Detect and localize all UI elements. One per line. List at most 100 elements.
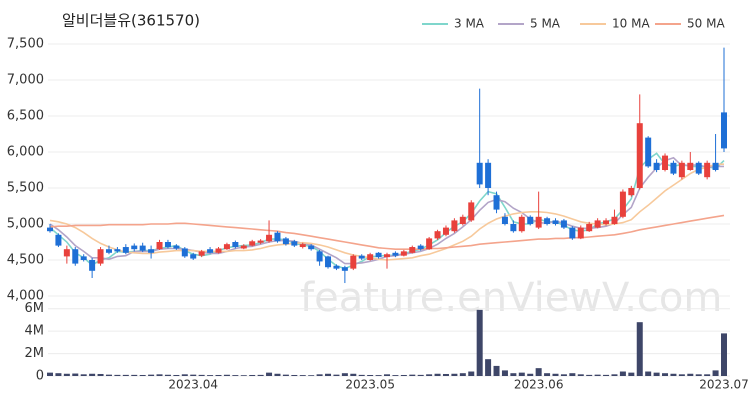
candle-body	[63, 249, 70, 257]
volume-tick-label: 4M	[25, 324, 45, 339]
volume-bar	[552, 373, 559, 376]
volume-bar	[198, 374, 205, 376]
volume-bar	[721, 333, 727, 376]
volume-bar	[628, 372, 635, 376]
volume-bar	[468, 371, 475, 376]
volume-bar	[139, 374, 146, 376]
volume-bar	[619, 371, 626, 376]
candle-body	[341, 267, 348, 271]
volume-bar	[173, 374, 180, 376]
candle-body	[114, 249, 121, 252]
volume-bar	[316, 374, 323, 376]
candle-body	[493, 195, 500, 210]
volume-bar	[266, 372, 273, 376]
candle-body	[266, 234, 273, 242]
volume-bar	[148, 374, 155, 376]
ma-line	[49, 214, 725, 250]
volume-bar	[223, 374, 230, 376]
candle-body	[325, 256, 332, 268]
candle-body	[417, 245, 424, 250]
candle-body	[72, 249, 79, 264]
volume-bar	[459, 373, 466, 376]
candle-body	[173, 245, 180, 249]
candle-body	[308, 245, 315, 250]
volume-bar	[89, 373, 96, 376]
volume-bar	[611, 374, 618, 376]
volume-bar	[55, 373, 62, 376]
x-tick-label: 2023.04	[168, 378, 218, 392]
candle-body	[164, 242, 171, 248]
legend-label: 10 MA	[612, 17, 650, 31]
volume-bar	[645, 371, 652, 376]
volume-bar	[476, 309, 483, 376]
candle-body	[426, 238, 433, 250]
candle-body	[316, 251, 323, 262]
volume-bar	[409, 374, 416, 376]
candle-body	[653, 162, 660, 170]
x-tick-label: 2023.07	[699, 378, 749, 392]
candle-body	[712, 162, 719, 170]
legend-label: 5 MA	[530, 17, 561, 31]
y-tick-label: 6,500	[7, 109, 44, 124]
volume-bar	[442, 373, 449, 376]
candle-body	[687, 162, 694, 170]
volume-bar	[384, 374, 390, 376]
candle-body	[459, 216, 466, 224]
candle-body	[518, 216, 525, 232]
volume-bar	[308, 375, 315, 376]
candle-body	[721, 112, 727, 149]
candle-body	[586, 224, 593, 232]
volume-bar	[426, 374, 433, 376]
volume-bar	[527, 373, 534, 376]
candle-body	[527, 216, 534, 224]
candle-body	[55, 234, 62, 246]
candle-body	[299, 244, 306, 248]
candle-body	[695, 162, 702, 174]
volume-bar	[232, 375, 239, 376]
candle-body	[282, 238, 289, 245]
candle-body	[47, 227, 53, 232]
volume-bar	[400, 374, 407, 376]
volume-bar	[560, 374, 567, 376]
candle-body	[240, 245, 247, 249]
candle-body	[560, 220, 567, 228]
candle-body	[148, 249, 155, 253]
volume-bar	[257, 374, 264, 376]
candle-body	[611, 216, 618, 224]
candle-body	[577, 227, 584, 239]
y-tick-label: 4,000	[7, 289, 44, 304]
candle-body	[105, 249, 112, 253]
candle-body	[215, 248, 222, 253]
candle-body	[451, 220, 458, 232]
volume-bar	[63, 373, 70, 376]
volume-bar	[207, 375, 214, 376]
candle-body	[131, 245, 138, 250]
y-tick-label: 5,000	[7, 217, 44, 232]
candle-body	[476, 162, 483, 185]
candle-body	[485, 162, 492, 188]
volume-bar	[586, 374, 593, 376]
volume-bar	[367, 374, 374, 376]
legend-label: 3 MA	[454, 17, 485, 31]
candle-body	[535, 216, 542, 228]
watermark: feature.enViewV.com	[300, 275, 722, 321]
candle-body	[156, 242, 163, 250]
chart-title: 알비더블유(361570)	[62, 12, 200, 30]
candle-body	[662, 155, 669, 170]
candle-body	[510, 224, 517, 232]
candle-body	[80, 256, 87, 260]
candle-body	[190, 254, 197, 259]
volume-bar	[215, 374, 222, 376]
volume-bar	[653, 372, 660, 376]
candle-body	[569, 227, 576, 239]
volume-bar	[434, 373, 441, 376]
volume-bar	[594, 374, 601, 376]
candle-body	[181, 248, 188, 257]
candle-body	[384, 254, 390, 258]
volume-bar	[662, 373, 669, 376]
candle-body	[409, 247, 416, 253]
volume-bar	[72, 373, 79, 376]
volume-bar	[190, 374, 197, 376]
volume-bar	[249, 374, 256, 376]
volume-bar	[603, 374, 610, 376]
